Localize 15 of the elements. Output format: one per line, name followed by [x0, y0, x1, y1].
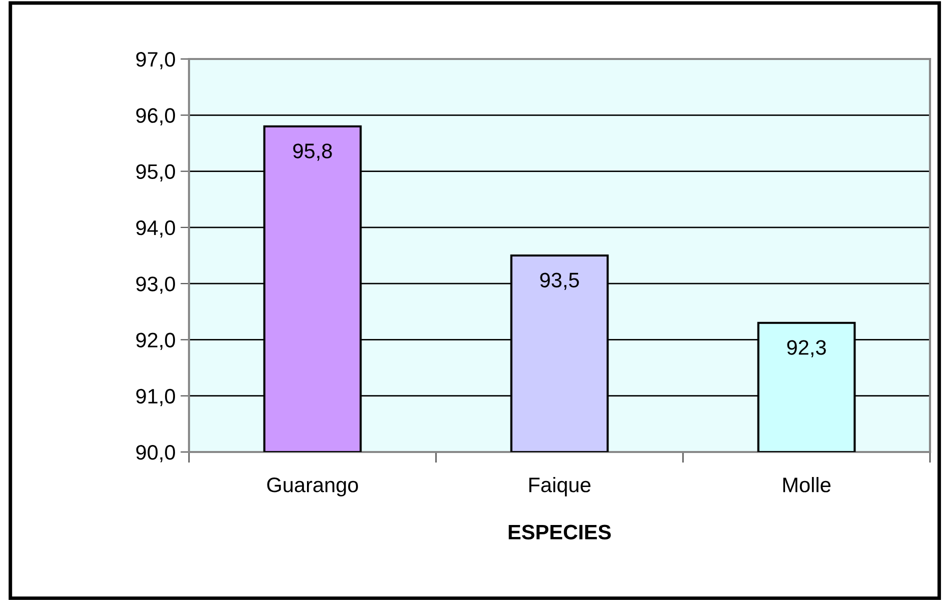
x-tick-label: Guarango [267, 478, 358, 496]
x-tick-label: Molle [783, 477, 830, 492]
y-tick-label: 92,0 [136, 332, 175, 350]
y-tick-label: 93,0 [136, 276, 175, 294]
y-tick-label: 96,0 [136, 108, 175, 126]
y-tick-label: 94,0 [136, 220, 175, 238]
x-axis-title: ESPECIES [508, 524, 611, 540]
data-label: 92,3 [787, 340, 826, 358]
y-tick-label: 91,0 [136, 388, 175, 406]
data-label: 93,5 [540, 272, 579, 290]
x-tick-label: Faique [529, 477, 590, 496]
y-tick-label: 97,0 [136, 52, 175, 70]
y-tick-label: 95,0 [136, 164, 175, 182]
data-label: 95,8 [293, 144, 332, 161]
y-tick-label: 90,0 [136, 445, 175, 462]
